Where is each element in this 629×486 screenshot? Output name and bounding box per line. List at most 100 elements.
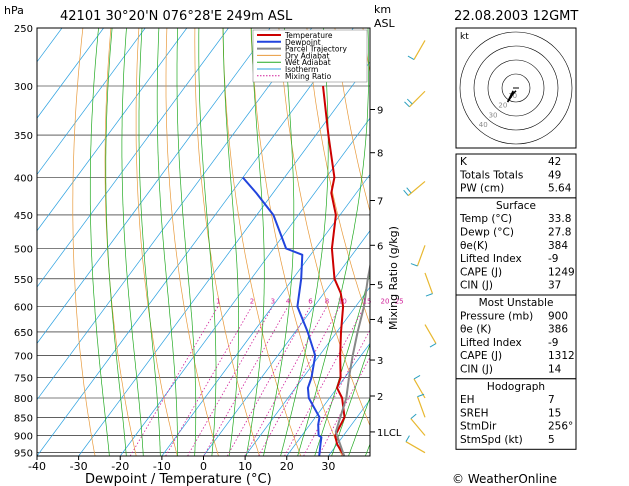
wind-barb-flag — [417, 393, 425, 398]
pressure-tick-label: 400 — [14, 174, 33, 185]
isotherm-line — [78, 61, 370, 456]
indices-label: CAPE (J) — [460, 350, 502, 362]
isotherm-line — [161, 173, 370, 456]
mixing-ratio-label: 25 — [395, 298, 404, 306]
indices-label: Lifted Index — [460, 337, 522, 349]
wind-barb-staff — [410, 418, 426, 436]
wet-adiabat-line — [314, 272, 370, 456]
mixing-ratio-label: 1 — [216, 298, 220, 306]
height-axis: 9 8 7 6 5 4 3 2 1LCL — [369, 28, 402, 456]
wind-barb-staff — [424, 324, 437, 344]
indices-value: 49 — [548, 169, 561, 181]
dewpoint-profile — [242, 176, 323, 456]
dry-adiabat-line — [587, 28, 629, 456]
wind-barb-flag — [405, 435, 410, 442]
indices-box — [455, 153, 577, 199]
mixing-ratio-line — [129, 306, 219, 456]
indices-value: 37 — [548, 280, 561, 292]
indices-label: StmSpd (kt) — [460, 434, 523, 446]
mixing-ratio-labels: 1 2 3 4 6 8 10 15 20 25 — [216, 298, 404, 306]
indices-table: K 42 Totals Totals 49 PW (cm) 5.64 SurfaceTemp… — [455, 153, 577, 450]
wind-barb-staff — [416, 396, 426, 418]
temperature-tick-label: 0 — [200, 460, 207, 473]
mixing-ratio-line — [165, 306, 253, 456]
wind-barb-staff — [407, 181, 426, 197]
copyright-label: © WeatherOnline — [452, 472, 557, 486]
mixing-ratio-line — [303, 329, 370, 456]
pressure-tick-label: 950 — [14, 449, 33, 460]
indices-label: Temp (°C) — [459, 213, 512, 225]
isotherm-line — [37, 28, 146, 176]
indices-label: Totals Totals — [459, 169, 523, 181]
wind-barb-flag — [425, 293, 433, 297]
dry-adiabat-line — [104, 28, 137, 456]
indices-value: -9 — [548, 337, 558, 349]
wind-barb-flag — [429, 343, 437, 348]
pressure-tick-label: 550 — [14, 275, 33, 286]
mixing-ratio-label: 15 — [363, 298, 372, 306]
pressure-tick-label: 650 — [14, 328, 33, 339]
dry-adiabat-line — [222, 28, 302, 456]
pressure-tick-label: 350 — [14, 131, 33, 142]
indices-value: 42 — [548, 156, 561, 168]
hodograph-ring — [501, 73, 531, 103]
indices-value: 900 — [548, 310, 568, 322]
pressure-tick-label: 750 — [14, 373, 33, 384]
dry-adiabat-line — [250, 28, 343, 456]
indices-value: 256° — [548, 421, 573, 433]
wet-adiabat-line — [105, 28, 127, 456]
height-tick-label: 2 — [377, 392, 383, 403]
indices-label: StmDir — [460, 421, 497, 433]
dry-adiabat-line — [278, 28, 370, 427]
wet-adiabat-line — [222, 28, 239, 456]
wind-barb-staff — [424, 272, 434, 294]
temperature-tick-label: 20 — [280, 460, 294, 473]
dry-adiabat-line — [135, 28, 178, 456]
mixing-ratio-line — [258, 306, 341, 456]
indices-value: 15 — [548, 407, 561, 419]
wet-adiabat-line — [198, 28, 217, 456]
pressure-axis: 250 300 350 400 450 500 550 600 650 700 750 800 850 9… — [14, 24, 33, 460]
indices-section-title: Most Unstable — [479, 297, 554, 309]
indices-value: 14 — [548, 364, 562, 376]
wind-barb-flag — [404, 101, 410, 108]
isotherm-line — [37, 28, 188, 232]
height-tick-label: 3 — [377, 356, 383, 367]
wet-adiabat-line — [176, 28, 197, 456]
indices-label: Lifted Index — [460, 253, 522, 265]
height-tick-label: 1LCL — [377, 428, 402, 439]
wet-adiabat-line — [280, 28, 329, 456]
isotherm-line — [119, 117, 370, 456]
legend-label: Dewpoint — [285, 38, 321, 47]
mixing-ratio-line — [203, 306, 289, 456]
pressure-tick-label: 500 — [14, 244, 33, 255]
wet-adiabat-line — [138, 28, 161, 456]
indices-label: CAPE (J) — [460, 266, 502, 278]
isotherm-line — [37, 28, 313, 401]
height-tick-label: 6 — [377, 241, 383, 252]
mixing-ratio-label: 6 — [308, 298, 313, 306]
indices-value: 27.8 — [548, 227, 571, 239]
hodograph-ring — [473, 45, 559, 131]
hodograph-ring — [459, 31, 573, 145]
indices-label: Pressure (mb) — [460, 310, 533, 322]
hodograph-trace — [506, 90, 517, 103]
legend-label: Temperature — [284, 31, 333, 40]
dry-adiabat-line — [72, 28, 96, 456]
hodograph-ring — [487, 59, 545, 117]
datetime-label: 22.08.2003 12GMT — [454, 9, 578, 24]
indices-label: SREH — [460, 407, 489, 419]
mixing-ratio-label: 2 — [250, 298, 254, 306]
wind-barb-flag — [406, 187, 412, 194]
wet-adiabat-line — [297, 28, 370, 456]
indices-section-title: Hodograph — [487, 381, 545, 393]
indices-value: 7 — [548, 394, 555, 406]
parcel-trajectory-profile — [334, 261, 370, 456]
hodograph-ring-label: 20 — [498, 102, 507, 110]
indices-label: CIN (J) — [460, 364, 493, 376]
wind-barb-flag — [407, 55, 415, 60]
profile-lines — [242, 85, 370, 456]
legend-label: Mixing Ratio — [285, 72, 332, 81]
indices-value: -9 — [548, 253, 558, 265]
